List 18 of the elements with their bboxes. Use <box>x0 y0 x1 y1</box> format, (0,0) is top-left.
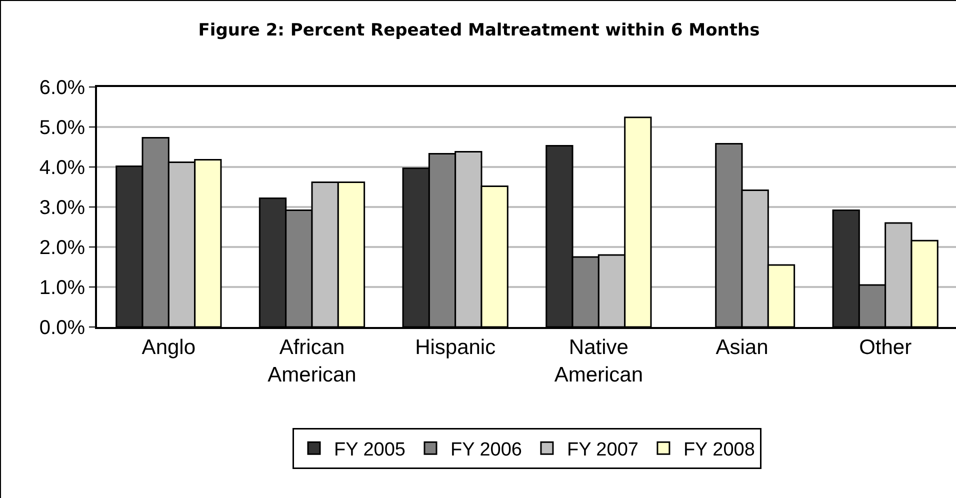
x-tick-label: Hispanic <box>415 336 496 360</box>
y-tick-label: 6.0% <box>39 77 86 99</box>
x-tick-label: Native American <box>554 336 644 386</box>
legend-label: FY 2008 <box>683 440 755 461</box>
x-tick-label: African American <box>268 336 356 386</box>
chart-title: Figure 2: Percent Repeated Maltreatment within 6 Months <box>198 20 760 40</box>
x-tick-label: Asian <box>716 336 768 360</box>
y-tick-label: 4.0% <box>39 157 86 179</box>
legend-label: FY 2007 <box>566 440 638 461</box>
y-tick-label: 1.0% <box>39 277 86 299</box>
y-tick-label: 3.0% <box>39 197 86 219</box>
x-tick-label: Anglo <box>142 336 196 360</box>
x-tick-label: Other <box>859 336 912 360</box>
y-tick-label: 2.0% <box>39 237 86 259</box>
legend-label: FY 2005 <box>334 440 406 461</box>
legend-label: FY 2006 <box>450 440 522 461</box>
y-tick-label: 5.0% <box>39 117 86 139</box>
y-tick-label: 0.0% <box>39 317 86 339</box>
